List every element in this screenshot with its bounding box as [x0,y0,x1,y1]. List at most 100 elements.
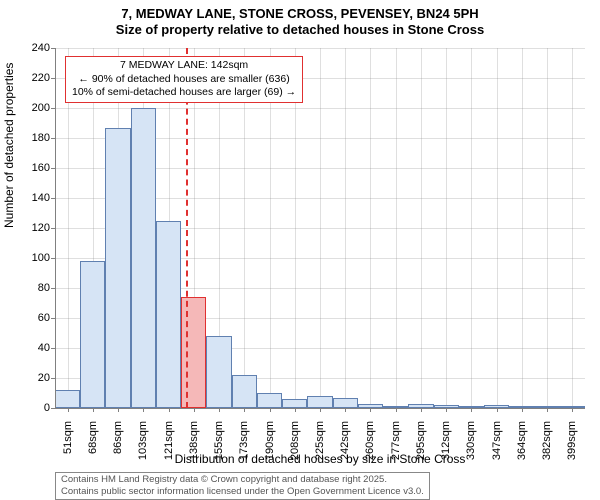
x-tick-label: 155sqm [213,421,225,463]
x-tick [295,408,296,412]
y-tick-label: 20 [20,372,50,384]
x-tick [421,408,422,412]
annotation-line3: 10% of semi-detached houses are larger (… [72,86,296,100]
gridline-v [471,48,472,408]
x-tick [143,408,144,412]
gridline-v [396,48,397,408]
y-tick [51,348,55,349]
footer-line1: Contains HM Land Registry data © Crown c… [61,474,424,486]
y-tick-label: 80 [20,282,50,294]
gridline-v [320,48,321,408]
x-tick-label: 260sqm [364,421,376,463]
x-tick [547,408,548,412]
y-tick [51,138,55,139]
x-tick-label: 295sqm [415,421,427,463]
x-tick-label: 173sqm [238,421,250,463]
gridline-v [345,48,346,408]
gridline-v [522,48,523,408]
y-tick [51,378,55,379]
y-tick-label: 0 [20,402,50,414]
x-tick-label: 208sqm [289,421,301,463]
y-tick [51,168,55,169]
histogram-bar [257,393,282,408]
x-tick [522,408,523,412]
annotation-line2: ← 90% of detached houses are smaller (63… [72,73,296,87]
y-tick [51,318,55,319]
y-tick-label: 160 [20,162,50,174]
histogram-bar [80,261,105,408]
x-tick [497,408,498,412]
x-tick [194,408,195,412]
y-tick [51,48,55,49]
y-tick [51,408,55,409]
gridline-v [547,48,548,408]
x-tick-label: 86sqm [112,421,124,463]
histogram-bar [232,375,257,408]
x-tick-label: 190sqm [264,421,276,463]
x-tick-label: 242sqm [339,421,351,463]
gridline-v [421,48,422,408]
y-tick [51,258,55,259]
annotation-box: 7 MEDWAY LANE: 142sqm← 90% of detached h… [65,56,303,103]
y-tick [51,108,55,109]
x-tick [396,408,397,412]
x-tick [244,408,245,412]
y-tick-label: 60 [20,312,50,324]
histogram-bar [156,221,181,409]
x-tick-label: 68sqm [87,421,99,463]
y-tick [51,198,55,199]
y-tick [51,78,55,79]
x-tick [118,408,119,412]
y-tick-label: 100 [20,252,50,264]
gridline-v [497,48,498,408]
x-tick-label: 138sqm [188,421,200,463]
x-tick [93,408,94,412]
x-tick-label: 277sqm [390,421,402,463]
histogram-bar [105,128,130,409]
x-tick-label: 312sqm [440,421,452,463]
gridline-v [370,48,371,408]
y-axis-line [55,48,56,408]
chart-title-sub: Size of property relative to detached ho… [0,22,600,37]
x-tick-label: 364sqm [516,421,528,463]
x-tick-label: 347sqm [491,421,503,463]
y-tick-label: 180 [20,132,50,144]
x-tick [219,408,220,412]
x-tick [370,408,371,412]
x-tick [320,408,321,412]
x-tick-label: 330sqm [465,421,477,463]
y-tick-label: 240 [20,42,50,54]
histogram-bar [282,399,307,408]
x-tick [169,408,170,412]
gridline-v [446,48,447,408]
y-tick-label: 40 [20,342,50,354]
x-tick [270,408,271,412]
chart-title-main: 7, MEDWAY LANE, STONE CROSS, PEVENSEY, B… [0,6,600,21]
x-tick-label: 225sqm [314,421,326,463]
footer-attribution: Contains HM Land Registry data © Crown c… [55,472,430,500]
y-tick [51,288,55,289]
x-tick [68,408,69,412]
histogram-bar [307,396,332,408]
x-tick [345,408,346,412]
histogram-bar [206,336,231,408]
x-tick [471,408,472,412]
gridline-v [572,48,573,408]
x-tick-label: 51sqm [62,421,74,463]
y-tick-label: 120 [20,222,50,234]
x-tick-label: 399sqm [566,421,578,463]
histogram-bar [181,297,206,408]
x-tick-label: 121sqm [163,421,175,463]
histogram-bar [55,390,80,408]
y-tick-label: 220 [20,72,50,84]
x-tick [446,408,447,412]
x-tick-label: 103sqm [137,421,149,463]
footer-line2: Contains public sector information licen… [61,486,424,498]
chart-container: 7, MEDWAY LANE, STONE CROSS, PEVENSEY, B… [0,0,600,500]
y-tick-label: 140 [20,192,50,204]
histogram-bar [131,108,156,408]
x-tick-label: 382sqm [541,421,553,463]
annotation-line1: 7 MEDWAY LANE: 142sqm [72,59,296,73]
y-tick-label: 200 [20,102,50,114]
y-axis-label: Number of detached properties [2,63,16,228]
